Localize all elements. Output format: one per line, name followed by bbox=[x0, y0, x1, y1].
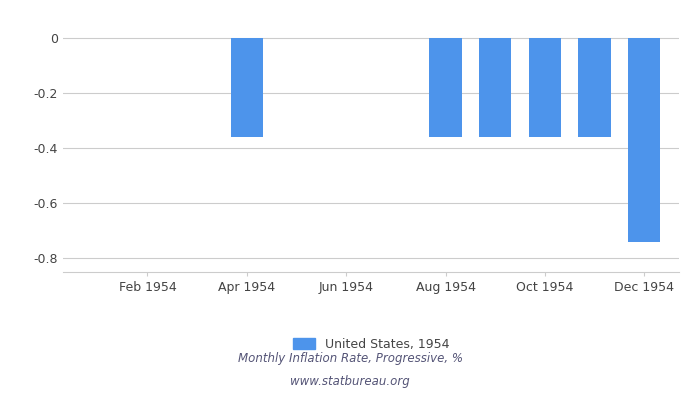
Text: www.statbureau.org: www.statbureau.org bbox=[290, 375, 410, 388]
Bar bbox=[479, 38, 511, 137]
Text: Monthly Inflation Rate, Progressive, %: Monthly Inflation Rate, Progressive, % bbox=[237, 352, 463, 365]
Bar bbox=[528, 38, 561, 137]
Bar bbox=[429, 38, 462, 137]
Bar bbox=[628, 38, 660, 242]
Legend: United States, 1954: United States, 1954 bbox=[288, 333, 454, 356]
Bar bbox=[578, 38, 610, 137]
Bar bbox=[231, 38, 263, 137]
